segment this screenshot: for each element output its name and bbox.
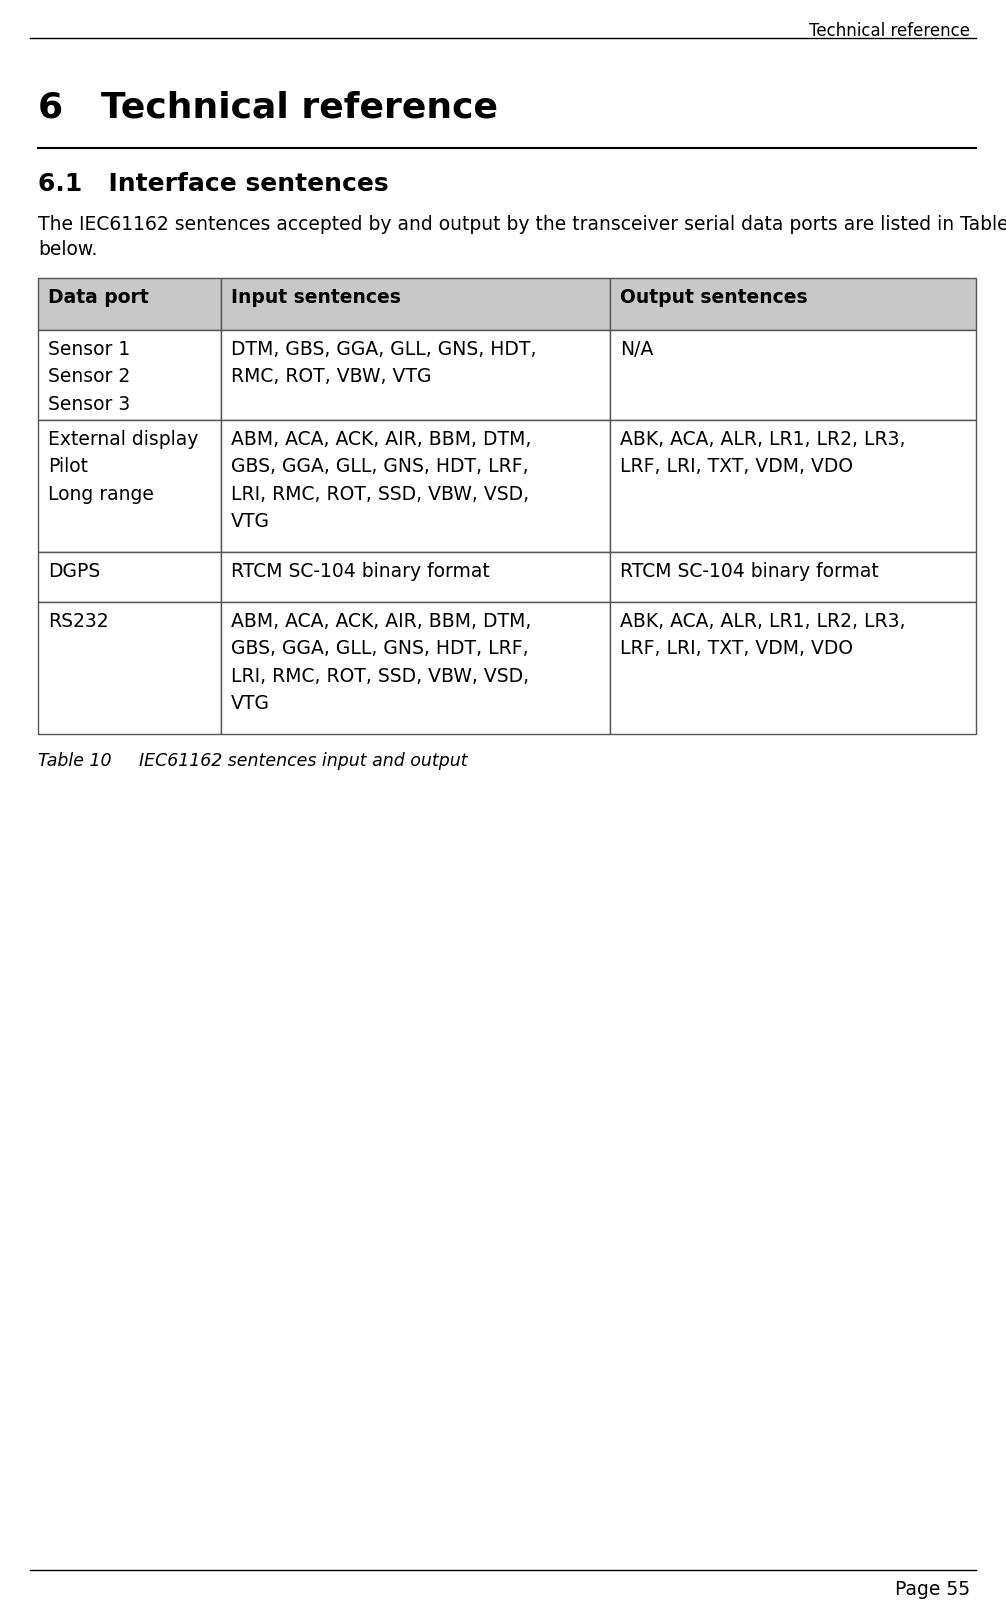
Text: Technical reference: Technical reference xyxy=(809,23,970,40)
Text: Sensor 1
Sensor 2
Sensor 3: Sensor 1 Sensor 2 Sensor 3 xyxy=(48,339,130,414)
Bar xyxy=(221,278,611,330)
Text: ABK, ACA, ALR, LR1, LR2, LR3,
LRF, LRI, TXT, VDM, VDO: ABK, ACA, ALR, LR1, LR2, LR3, LRF, LRI, … xyxy=(620,430,905,477)
Text: below.: below. xyxy=(38,241,98,259)
Text: ABM, ACA, ACK, AIR, BBM, DTM,
GBS, GGA, GLL, GNS, HDT, LRF,
LRI, RMC, ROT, SSD, : ABM, ACA, ACK, AIR, BBM, DTM, GBS, GGA, … xyxy=(231,430,531,530)
Bar xyxy=(221,553,611,603)
Text: DGPS: DGPS xyxy=(48,562,101,582)
Bar xyxy=(611,420,976,553)
Bar xyxy=(221,420,611,553)
Bar xyxy=(611,330,976,420)
Bar xyxy=(611,603,976,734)
Text: RTCM SC-104 binary format: RTCM SC-104 binary format xyxy=(231,562,490,582)
Text: RS232: RS232 xyxy=(48,612,109,630)
Bar xyxy=(221,603,611,734)
Bar xyxy=(38,278,221,330)
Text: DTM, GBS, GGA, GLL, GNS, HDT,
RMC, ROT, VBW, VTG: DTM, GBS, GGA, GLL, GNS, HDT, RMC, ROT, … xyxy=(231,339,536,386)
Text: External display
Pilot
Long range: External display Pilot Long range xyxy=(48,430,198,504)
Text: N/A: N/A xyxy=(620,339,654,359)
Text: Input sentences: Input sentences xyxy=(231,288,400,307)
Text: 6.1   Interface sentences: 6.1 Interface sentences xyxy=(38,171,388,196)
Text: Data port: Data port xyxy=(48,288,149,307)
Text: Page 55: Page 55 xyxy=(895,1580,970,1598)
Text: 6   Technical reference: 6 Technical reference xyxy=(38,90,498,124)
Text: RTCM SC-104 binary format: RTCM SC-104 binary format xyxy=(620,562,879,582)
Text: ABM, ACA, ACK, AIR, BBM, DTM,
GBS, GGA, GLL, GNS, HDT, LRF,
LRI, RMC, ROT, SSD, : ABM, ACA, ACK, AIR, BBM, DTM, GBS, GGA, … xyxy=(231,612,531,713)
Bar xyxy=(611,553,976,603)
Bar xyxy=(38,330,221,420)
Bar xyxy=(38,420,221,553)
Text: Table 10     IEC61162 sentences input and output: Table 10 IEC61162 sentences input and ou… xyxy=(38,751,468,769)
Text: The IEC61162 sentences accepted by and output by the transceiver serial data por: The IEC61162 sentences accepted by and o… xyxy=(38,215,1006,234)
Text: ABK, ACA, ALR, LR1, LR2, LR3,
LRF, LRI, TXT, VDM, VDO: ABK, ACA, ALR, LR1, LR2, LR3, LRF, LRI, … xyxy=(620,612,905,658)
Text: Output sentences: Output sentences xyxy=(620,288,808,307)
Bar xyxy=(38,553,221,603)
Bar xyxy=(38,603,221,734)
Bar xyxy=(611,278,976,330)
Bar xyxy=(221,330,611,420)
